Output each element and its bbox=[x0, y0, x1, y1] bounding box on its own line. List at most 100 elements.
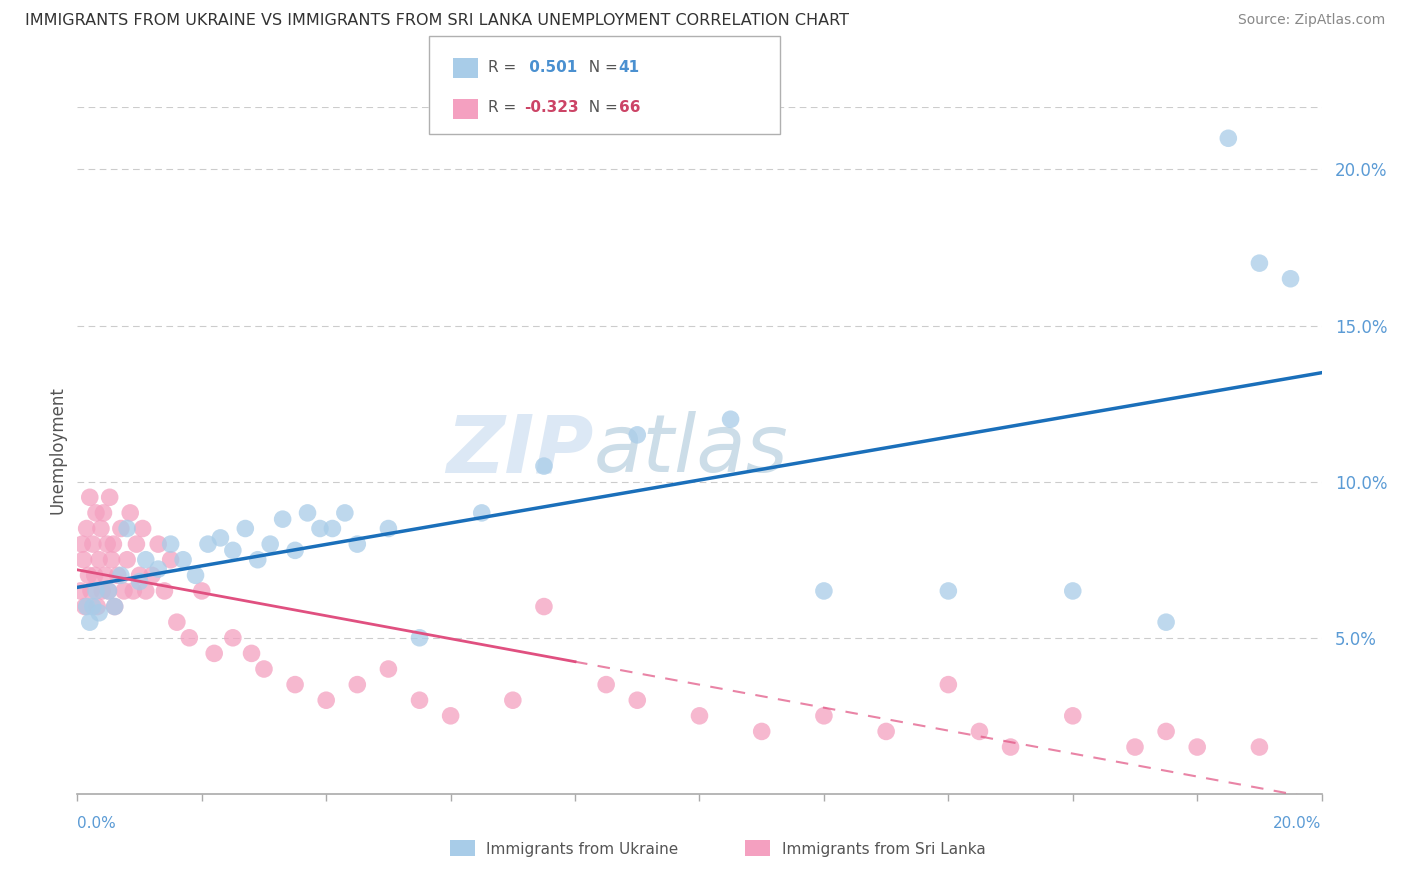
Point bbox=[87, 552, 110, 567]
Point bbox=[103, 537, 125, 551]
Text: R =: R = bbox=[488, 100, 522, 114]
Point bbox=[1249, 256, 1271, 270]
Text: Source: ZipAtlas.com: Source: ZipAtlas.com bbox=[1237, 13, 1385, 28]
Point bbox=[84, 506, 107, 520]
Point bbox=[172, 552, 194, 567]
Point bbox=[191, 583, 214, 598]
Point bbox=[100, 552, 122, 567]
Point bbox=[115, 521, 138, 535]
Point bbox=[159, 537, 181, 551]
Point bbox=[83, 568, 105, 582]
Point bbox=[408, 631, 430, 645]
Point bbox=[284, 543, 307, 558]
Point bbox=[197, 537, 219, 551]
Text: IMMIGRANTS FROM UKRAINE VS IMMIGRANTS FROM SRI LANKA UNEMPLOYMENT CORRELATION CH: IMMIGRANTS FROM UKRAINE VS IMMIGRANTS FR… bbox=[25, 13, 849, 29]
Text: R =: R = bbox=[488, 61, 522, 75]
Text: 0.501: 0.501 bbox=[524, 61, 578, 75]
Point bbox=[202, 646, 225, 660]
Point bbox=[128, 574, 150, 589]
Point bbox=[86, 599, 108, 614]
Point bbox=[112, 583, 135, 598]
Point bbox=[813, 583, 835, 598]
Point bbox=[875, 724, 897, 739]
Point bbox=[80, 583, 103, 598]
Point bbox=[297, 506, 319, 520]
Point bbox=[1123, 740, 1146, 755]
Point bbox=[97, 583, 120, 598]
Point bbox=[1218, 131, 1240, 145]
Point bbox=[120, 506, 142, 520]
Point bbox=[259, 537, 281, 551]
Point bbox=[240, 646, 263, 660]
Point bbox=[1062, 708, 1084, 723]
Point bbox=[209, 531, 232, 545]
Point bbox=[689, 708, 711, 723]
Point bbox=[502, 693, 524, 707]
Text: ZIP: ZIP bbox=[446, 411, 593, 490]
Text: 41: 41 bbox=[619, 61, 640, 75]
Point bbox=[107, 568, 129, 582]
Point bbox=[135, 552, 157, 567]
Text: -0.323: -0.323 bbox=[524, 100, 579, 114]
Text: N =: N = bbox=[579, 100, 623, 114]
Point bbox=[377, 662, 399, 676]
Point bbox=[82, 537, 104, 551]
Point bbox=[222, 543, 245, 558]
Point bbox=[533, 458, 555, 473]
Point bbox=[166, 615, 188, 630]
Point bbox=[533, 599, 555, 614]
Point bbox=[97, 583, 120, 598]
Point bbox=[471, 506, 494, 520]
Point bbox=[346, 678, 368, 692]
Point bbox=[938, 583, 960, 598]
Point bbox=[408, 693, 430, 707]
Point bbox=[131, 521, 153, 535]
Point bbox=[72, 537, 94, 551]
Point bbox=[82, 599, 104, 614]
Point bbox=[333, 506, 356, 520]
Point bbox=[1249, 740, 1271, 755]
Point bbox=[73, 599, 96, 614]
Point bbox=[79, 490, 101, 504]
Point bbox=[125, 537, 148, 551]
Point bbox=[69, 583, 91, 598]
Point bbox=[90, 521, 112, 535]
Text: Immigrants from Sri Lanka: Immigrants from Sri Lanka bbox=[782, 842, 986, 856]
Point bbox=[115, 552, 138, 567]
Point bbox=[1279, 271, 1302, 285]
Point bbox=[77, 568, 100, 582]
Text: Immigrants from Ukraine: Immigrants from Ukraine bbox=[486, 842, 679, 856]
Point bbox=[626, 693, 648, 707]
Point bbox=[87, 606, 110, 620]
Point bbox=[84, 583, 107, 598]
Point bbox=[128, 568, 150, 582]
Point bbox=[751, 724, 773, 739]
Point bbox=[315, 693, 337, 707]
Point bbox=[938, 678, 960, 692]
Point bbox=[72, 552, 94, 567]
Point bbox=[1187, 740, 1209, 755]
Point bbox=[76, 521, 98, 535]
Point bbox=[595, 678, 617, 692]
Y-axis label: Unemployment: Unemployment bbox=[48, 386, 66, 515]
Point bbox=[179, 631, 201, 645]
Point bbox=[76, 599, 98, 614]
Point bbox=[104, 599, 127, 614]
Point bbox=[110, 568, 132, 582]
Point bbox=[159, 552, 181, 567]
Point bbox=[321, 521, 343, 535]
Point bbox=[1000, 740, 1022, 755]
Point bbox=[346, 537, 368, 551]
Point bbox=[720, 412, 742, 426]
Text: 66: 66 bbox=[619, 100, 640, 114]
Point bbox=[1154, 724, 1177, 739]
Point bbox=[284, 678, 307, 692]
Point bbox=[153, 583, 176, 598]
Point bbox=[110, 521, 132, 535]
Point bbox=[813, 708, 835, 723]
Point bbox=[233, 521, 256, 535]
Point bbox=[253, 662, 276, 676]
Point bbox=[122, 583, 145, 598]
Point bbox=[94, 568, 117, 582]
Text: 20.0%: 20.0% bbox=[1274, 816, 1322, 831]
